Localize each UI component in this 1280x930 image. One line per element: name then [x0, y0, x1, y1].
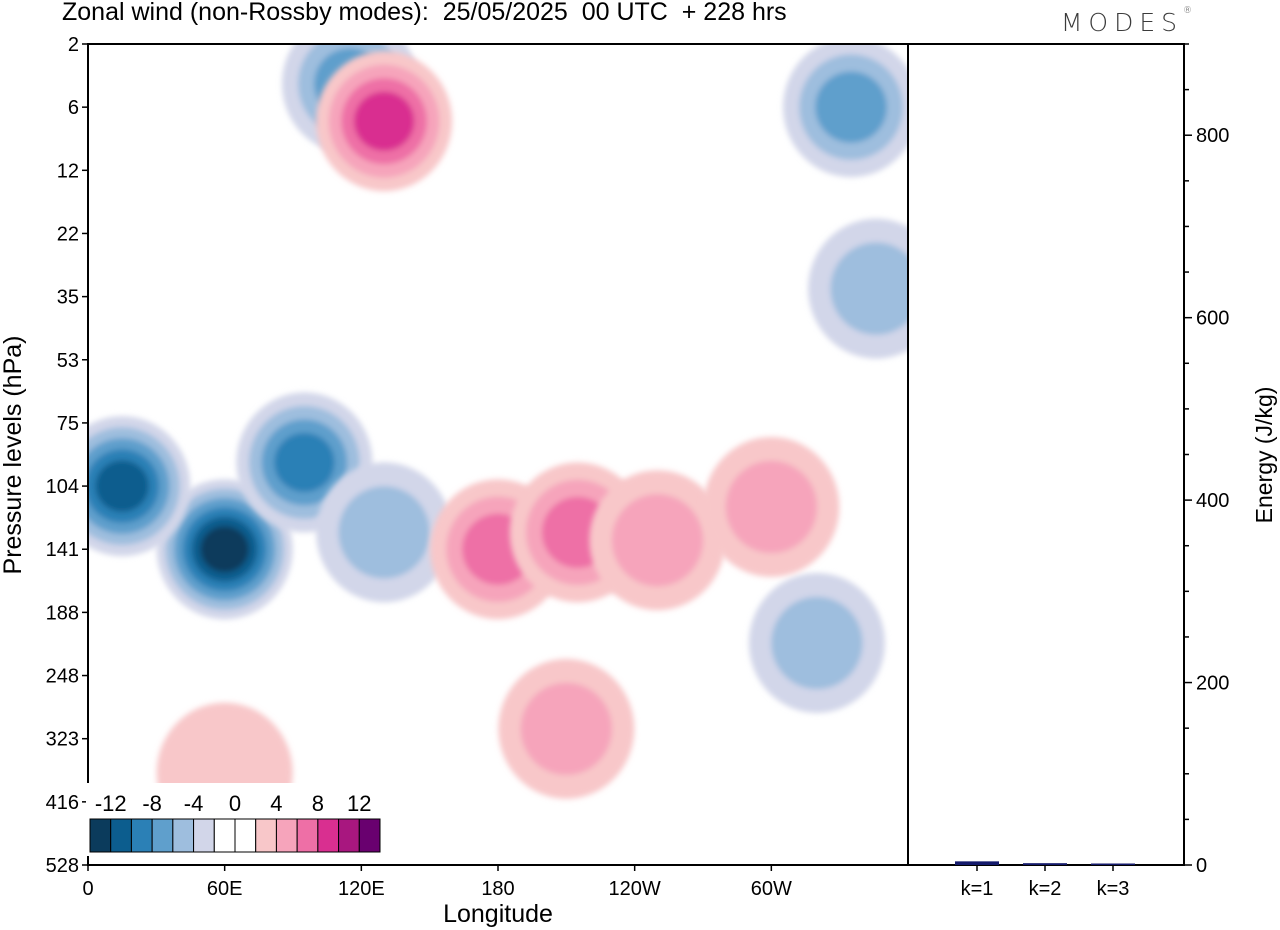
contour-band: [338, 486, 430, 579]
x-tick-label: 180: [481, 878, 514, 900]
energy-bar: [1091, 863, 1135, 865]
contour-band: [725, 460, 818, 554]
wind-anomaly-positive: [316, 51, 453, 192]
y-tick-label: 6: [68, 97, 79, 119]
colorbar-swatch: [110, 818, 132, 853]
energy-tick-label: 200: [1196, 673, 1229, 695]
y-tick-label: 323: [46, 729, 79, 751]
energy-bar: [955, 861, 999, 865]
energy-bar: [1023, 863, 1067, 865]
colorbar-swatch: [213, 818, 236, 853]
wind-anomaly-negative: [88, 416, 191, 557]
contour-band: [771, 596, 863, 690]
colorbar: -12 -8 -4 0 4 8 12: [86, 783, 384, 856]
energy-category-label: k=2: [1029, 878, 1062, 900]
wind-anomaly-negative: [783, 44, 908, 178]
contour-band: [830, 242, 908, 335]
y-axis: 2 6 12 22 35 53 75 104 141 188 248 323 416 528: [46, 34, 88, 877]
energy-category-label: k=3: [1097, 878, 1130, 900]
wind-anomaly-positive: [703, 436, 840, 577]
x-axis: 0 60E 120E 180 120W 60W: [82, 865, 792, 900]
contour-band: [274, 432, 335, 492]
x-tick-label: 120E: [338, 878, 385, 900]
contour-band: [520, 682, 613, 776]
energy-bars: k=1 k=2 k=3: [955, 861, 1135, 900]
y-tick-label: 528: [46, 855, 79, 877]
y-tick-label: 12: [57, 160, 79, 182]
energy-tick-label: 800: [1196, 125, 1229, 147]
colorbar-label: 12: [347, 791, 371, 816]
colorbar-label: -4: [184, 791, 204, 816]
modes-logo: MODES®: [1060, 6, 1192, 37]
colorbar-swatch: [130, 818, 153, 853]
x-tick-label: 60W: [751, 878, 792, 900]
energy-tick-label: 0: [1196, 855, 1207, 877]
contour-band: [815, 71, 887, 143]
wind-anomaly-positive: [498, 658, 635, 799]
energy-axis: 0 200 400 600 800: [1184, 43, 1229, 877]
colorbar-label: 0: [229, 791, 241, 816]
colorbar-label: -12: [95, 791, 127, 816]
x-tick-label: 120W: [609, 878, 661, 900]
contour-band: [200, 526, 249, 573]
x-tick-label: 60E: [207, 878, 243, 900]
colorbar-swatch: [338, 818, 360, 853]
y-tick-label: 22: [57, 223, 79, 245]
y-tick-label: 75: [57, 413, 79, 435]
colorbar-swatch: [275, 818, 298, 853]
colorbar-swatch: [193, 818, 215, 853]
y-tick-label: 416: [46, 792, 79, 814]
y-tick-label: 35: [57, 287, 79, 309]
wind-anomaly-negative: [316, 462, 453, 603]
colorbar-label: -8: [142, 791, 162, 816]
y-tick-label: 104: [46, 476, 79, 498]
wind-anomaly-negative: [156, 479, 293, 620]
x-axis-label: Longitude: [443, 900, 553, 928]
colorbar-swatch: [358, 818, 381, 853]
chart-title: Zonal wind (non-Rossby modes): 25/05/202…: [62, 0, 787, 26]
contour-band: [95, 460, 149, 512]
colorbar-label: 4: [270, 791, 282, 816]
y-tick-label: 248: [46, 666, 79, 688]
energy-category-label: k=1: [961, 878, 994, 900]
colorbar-swatch: [151, 818, 174, 853]
colorbar-swatch: [234, 818, 257, 853]
colorbar-swatch: [317, 818, 340, 853]
wind-anomaly-negative: [748, 572, 885, 713]
y-tick-label: 188: [46, 602, 79, 624]
x-tick-label: 0: [82, 878, 93, 900]
y-tick-label: 53: [57, 350, 79, 372]
colorbar-swatch: [255, 818, 277, 853]
y-tick-label: 2: [68, 34, 79, 56]
contour-band: [611, 494, 704, 587]
heatmap-field: [88, 44, 908, 843]
colorbar-label: 8: [312, 791, 324, 816]
colorbar-swatch: [172, 818, 195, 853]
y-axis-label: Pressure levels (hPa): [0, 336, 27, 575]
colorbar-swatch: [296, 818, 319, 853]
wind-anomaly-negative: [808, 218, 908, 359]
energy-tick-label: 400: [1196, 490, 1229, 512]
y-tick-label: 141: [46, 539, 79, 561]
logo-text: MODES: [1060, 8, 1183, 37]
contour-band: [353, 91, 415, 151]
energy-tick-label: 600: [1196, 308, 1229, 330]
energy-frame: [907, 43, 1185, 866]
wind-anomaly-positive: [589, 470, 726, 611]
energy-axis-label: Energy (J/kg): [1251, 387, 1277, 524]
colorbar-swatch: [89, 818, 112, 853]
